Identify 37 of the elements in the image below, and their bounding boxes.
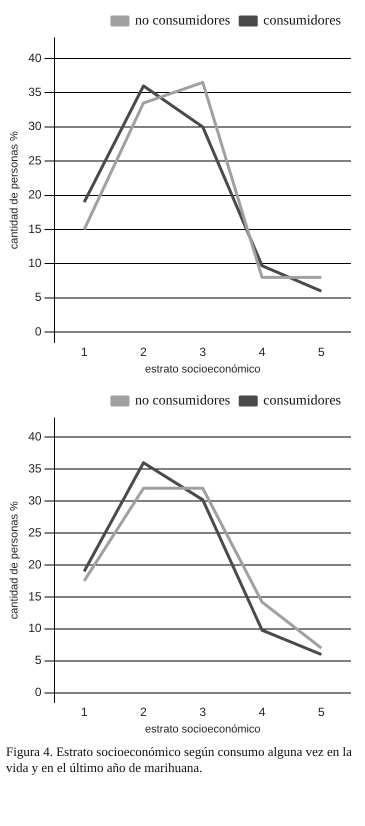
x-tick-label: 2 xyxy=(140,704,148,719)
x-tick-label: 4 xyxy=(258,704,266,719)
y-tick-label: 35 xyxy=(28,461,42,476)
y-tick-label: 25 xyxy=(28,525,42,540)
x-axis-title: estrato socioeconómico xyxy=(144,363,261,376)
y-tick-label: 35 xyxy=(28,85,42,100)
y-tick-label: 30 xyxy=(28,493,42,508)
x-axis-title: estrato socioeconómico xyxy=(144,723,261,736)
x-tick-label: 1 xyxy=(80,344,88,359)
x-tick-label: 5 xyxy=(318,704,326,719)
y-tick-label: 15 xyxy=(28,222,42,236)
y-tick-label: 40 xyxy=(28,50,42,65)
x-tick-label: 1 xyxy=(80,704,88,719)
y-tick-label: 0 xyxy=(34,685,42,700)
x-tick-label: 5 xyxy=(318,344,326,359)
x-tick-label: 3 xyxy=(199,344,206,359)
y-tick-label: 10 xyxy=(28,621,42,636)
y-tick-label: 10 xyxy=(28,256,42,270)
y-axis-title: cantidad de personas % xyxy=(8,500,21,620)
x-tick-label: 3 xyxy=(199,704,206,719)
x-tick-label: 4 xyxy=(258,344,266,359)
y-tick-label: 20 xyxy=(28,188,42,202)
y-tick-label: 0 xyxy=(34,324,42,338)
y-axis-title: cantidad de personas % xyxy=(8,130,21,250)
legend-label: no consumidores xyxy=(134,394,230,409)
y-tick-label: 40 xyxy=(28,429,42,444)
x-tick-label: 2 xyxy=(140,344,148,359)
y-tick-label: 25 xyxy=(28,153,42,168)
legend-label: consumidores xyxy=(263,394,341,409)
y-tick-label: 20 xyxy=(28,557,42,572)
text: Figura 4. Estrato socioeconómico según consumo alguna vez en la vida y en el último año de marihuana. xyxy=(6,744,353,776)
y-tick-label: 5 xyxy=(34,290,42,304)
y-tick-label: 30 xyxy=(28,119,42,134)
legend-label: consumidores xyxy=(263,14,341,29)
y-tick-label: 15 xyxy=(28,589,42,604)
legend-label: no consumidores xyxy=(134,14,230,29)
y-tick-label: 5 xyxy=(34,653,42,668)
